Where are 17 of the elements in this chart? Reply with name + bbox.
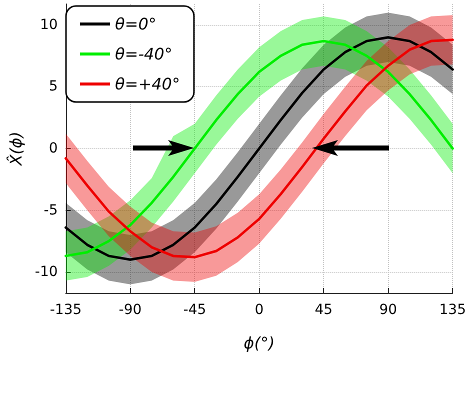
y-tick-label: 5 (48, 78, 58, 95)
x-tick-label: -135 (50, 302, 82, 318)
y-tick-label: -10 (34, 264, 58, 280)
y-tick-label: -5 (44, 202, 58, 218)
legend-label: θ=-40° (115, 44, 172, 64)
y-tick-label: 10 (40, 16, 58, 33)
x-tick-label: 90 (379, 302, 398, 318)
legend-label: θ=+40° (115, 74, 180, 94)
y-tick-label: 0 (48, 140, 58, 156)
x-tick-label: 0 (254, 302, 264, 318)
x-tick-label: 45 (314, 302, 333, 318)
x-axis-title: ϕ(°) (244, 334, 275, 352)
x-tick-label: -45 (183, 302, 206, 318)
x-tick-label: 135 (439, 302, 466, 318)
legend-label: θ=0° (115, 14, 156, 34)
y-axis-title: X̂(ϕ) (6, 132, 26, 166)
x-tick-label: -90 (118, 302, 142, 318)
